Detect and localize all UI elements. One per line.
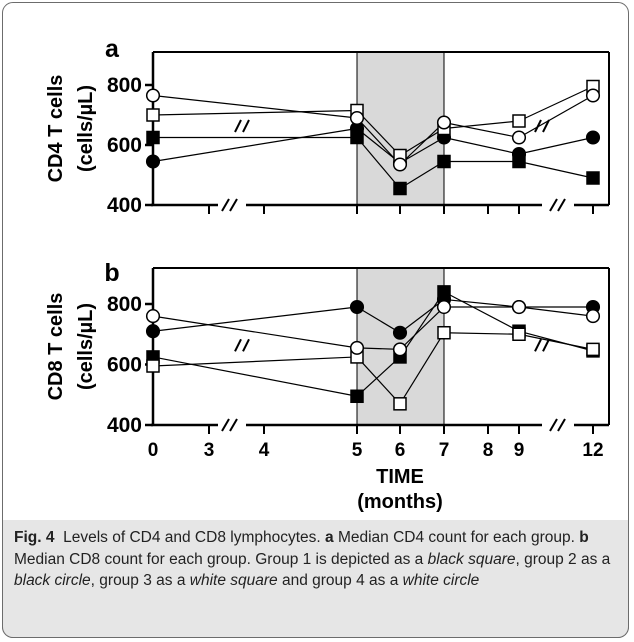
series-2-line-segment: [153, 129, 357, 162]
y-tick-label: 600: [107, 354, 142, 377]
caption-group4-shape: white circle: [403, 572, 480, 589]
series-2-circle-marker: [587, 131, 600, 144]
series-1-line-segment: [519, 162, 593, 179]
caption-panel-b-label: b: [579, 529, 588, 546]
series-3-square-marker: [587, 343, 599, 355]
series-4-line-segment: [153, 316, 357, 348]
axis-break-mark: [222, 199, 229, 211]
axis-break-mark: [543, 339, 549, 351]
series-3-square-marker: [147, 109, 159, 121]
series-3-square-marker: [513, 115, 525, 127]
y-tick-label: 600: [107, 134, 142, 157]
axis-break-mark: [222, 419, 229, 431]
series-4-circle-marker: [587, 310, 600, 323]
series-2-line-segment: [519, 138, 593, 155]
series-3-square-marker: [147, 360, 159, 372]
series-1-square-marker: [587, 172, 599, 184]
series-2-circle-marker: [351, 301, 364, 314]
x-tick-label: 8: [483, 440, 494, 461]
figure-title: Levels of CD4 and CD8 lymphocytes.: [63, 529, 321, 546]
series-3-square-marker: [438, 327, 450, 339]
x-tick-label: 7: [439, 440, 450, 461]
axis-break-mark: [230, 419, 237, 431]
caption-sep-3: and group 4 as a: [282, 572, 398, 589]
axis-break-mark: [558, 199, 565, 211]
series-4-circle-marker: [147, 310, 160, 323]
caption-group1-shape: black square: [428, 551, 516, 568]
y-axis-unit-label: (cells/µL): [75, 303, 97, 390]
series-1-line-segment: [153, 357, 357, 396]
series-2-circle-marker: [147, 325, 160, 338]
caption-sep-1: , group 2 as a: [515, 551, 610, 568]
axis-break-mark: [230, 199, 237, 211]
x-tick-label: 6: [395, 440, 406, 461]
series-3-line-segment: [444, 333, 519, 335]
x-tick-label: 5: [352, 440, 363, 461]
caption-sep-2: , group 3 as a: [91, 572, 186, 589]
series-4-line-segment: [519, 307, 593, 316]
x-axis-label: TIME: [376, 466, 424, 488]
x-tick-label: 12: [582, 440, 603, 461]
series-4-circle-marker: [587, 89, 600, 102]
series-2-circle-marker: [394, 326, 407, 339]
y-tick-label: 400: [107, 414, 142, 437]
series-1-line-segment: [444, 292, 519, 331]
series-4-circle-marker: [351, 342, 364, 355]
series-1-square-marker: [394, 183, 406, 195]
series-4-circle-marker: [438, 116, 451, 129]
series-4-line-segment: [519, 96, 593, 138]
caption-panel-b-text: Median CD8 count for each group. Group 1…: [14, 551, 423, 568]
axis-break-mark: [550, 419, 557, 431]
y-axis-label: CD8 T cells: [45, 293, 67, 401]
series-2-circle-marker: [147, 155, 160, 168]
series-3-line-segment: [153, 357, 357, 366]
series-1-square-marker: [147, 132, 159, 144]
x-tick-label: 9: [514, 440, 525, 461]
chart-svg: 400600800CD4 T cells (cells/µL)a 40060080…: [0, 0, 634, 520]
series-1-line-segment: [519, 331, 593, 351]
series-2-line-segment: [444, 138, 519, 155]
series-4-circle-marker: [438, 301, 451, 314]
y-tick-label: 800: [107, 74, 142, 97]
axis-break-mark: [235, 339, 241, 351]
series-4-circle-marker: [394, 343, 407, 356]
x-axis-unit-label: (months): [357, 491, 443, 513]
x-tick-label: 4: [259, 440, 270, 461]
x-tick-label: 0: [148, 440, 159, 461]
figure-label: Fig. 4: [14, 529, 54, 546]
series-2-line-segment: [153, 307, 357, 331]
x-tick-label: 3: [204, 440, 215, 461]
y-tick-label: 800: [107, 293, 142, 316]
y-axis-unit-label: (cells/µL): [75, 85, 97, 172]
series-4-circle-marker: [513, 301, 526, 314]
series-3-line-segment: [519, 334, 593, 349]
caption-group2-shape: black circle: [14, 572, 91, 589]
series-1-square-marker: [351, 390, 363, 402]
caption-group3-shape: white square: [190, 572, 278, 589]
axis-break-mark: [558, 419, 565, 431]
axis-break-mark: [243, 120, 249, 132]
series-2-circle-marker: [513, 148, 526, 161]
y-tick-label: 400: [107, 194, 142, 217]
series-4-circle-marker: [513, 131, 526, 144]
series-1-square-marker: [438, 156, 450, 168]
axis-break-mark: [235, 120, 241, 132]
series-2-line-segment: [444, 299, 519, 307]
axis-break-mark: [243, 339, 249, 351]
panel-label: b: [104, 259, 119, 287]
caption-panel-a-text: Median CD4 count for each group.: [338, 529, 575, 546]
panel-b-chart: 400 600 800 0 3 4 5 6 7 8 9 12 CD8 T cells (cells/µL)…: [45, 259, 609, 513]
series-3-square-marker: [513, 328, 525, 340]
axis-break-mark: [535, 339, 541, 351]
caption-panel-a-label: a: [325, 529, 334, 546]
panel-label: a: [105, 35, 120, 63]
series-4-circle-marker: [147, 89, 160, 102]
axis-break-mark: [550, 199, 557, 211]
series-4-circle-marker: [351, 112, 364, 125]
figure-caption: Fig. 4 Levels of CD4 and CD8 lymphocytes…: [14, 527, 614, 592]
panel-a-chart: 400 600 800 CD4 T cells (cells/µL) a: [45, 35, 609, 217]
y-axis-label: CD4 T cells: [45, 75, 67, 183]
series-3-square-marker: [394, 398, 406, 410]
series-4-circle-marker: [394, 158, 407, 171]
